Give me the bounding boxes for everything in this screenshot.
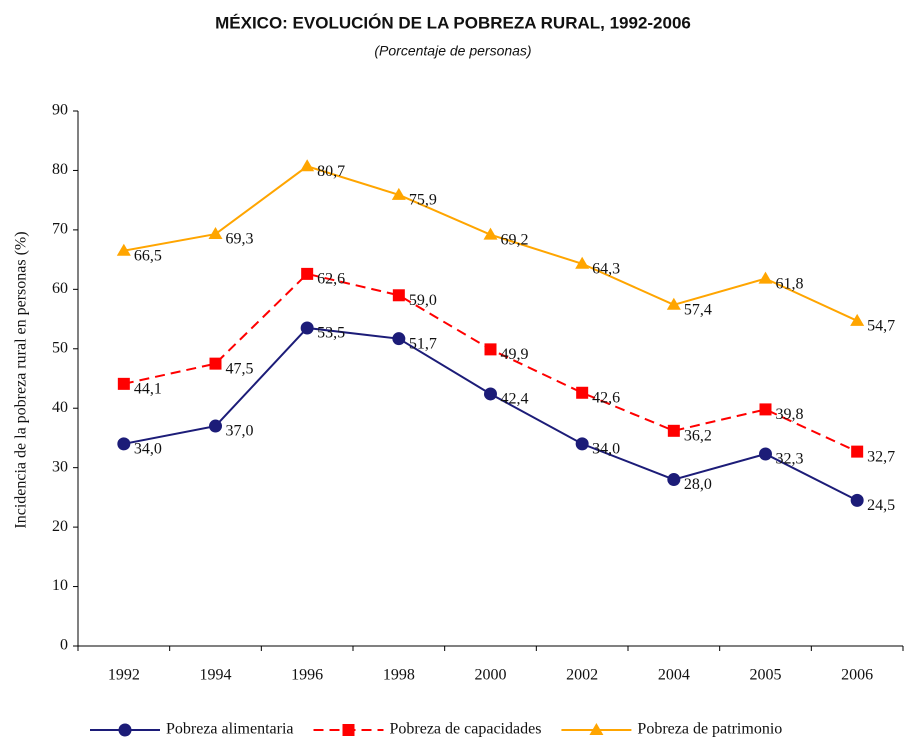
data-label: 32,3: [776, 451, 804, 468]
y-tick-label: 40: [52, 399, 68, 416]
data-point: [116, 243, 131, 256]
data-label: 66,5: [134, 247, 162, 264]
legend-label: Pobreza alimentaria: [166, 721, 294, 738]
x-tick-label: 2004: [658, 667, 690, 684]
data-point: [575, 437, 589, 451]
data-point: [575, 256, 590, 269]
data-label: 53,5: [317, 325, 345, 342]
data-point: [667, 473, 681, 487]
x-tick-label: 2006: [841, 667, 873, 684]
legend-label: Pobreza de patrimonio: [637, 721, 782, 738]
legend-marker: [342, 724, 355, 736]
data-label: 59,0: [409, 292, 437, 309]
y-tick-label: 80: [52, 161, 68, 178]
data-label: 39,8: [776, 406, 804, 423]
data-label: 24,5: [867, 497, 895, 514]
chart-title: MÉXICO: EVOLUCIÓN DE LA POBREZA RURAL, 1…: [215, 13, 691, 32]
y-tick-label: 70: [52, 221, 68, 238]
data-point: [208, 227, 223, 240]
x-tick-label: 2002: [566, 667, 598, 684]
data-point: [483, 227, 498, 240]
data-point: [759, 403, 772, 416]
data-label: 37,0: [226, 423, 254, 440]
data-point: [759, 447, 772, 461]
data-label: 62,6: [317, 271, 345, 288]
x-tick-label: 2005: [750, 667, 782, 684]
data-point: [851, 445, 864, 458]
y-axis-label: Incidencia de la pobreza rural en person…: [13, 231, 30, 528]
data-point: [117, 437, 131, 451]
data-label: 34,0: [592, 441, 620, 458]
data-point: [666, 297, 681, 310]
x-tick-label: 1998: [383, 667, 415, 684]
data-point: [484, 343, 497, 356]
chart-subtitle: (Porcentaje de personas): [374, 43, 531, 59]
data-label: 47,5: [226, 360, 254, 377]
data-point: [209, 357, 222, 370]
y-tick-label: 50: [52, 339, 68, 356]
y-tick-label: 20: [52, 518, 68, 535]
data-point: [758, 271, 773, 284]
data-label: 54,7: [867, 318, 895, 335]
y-tick-label: 90: [52, 102, 68, 119]
data-point: [850, 313, 865, 326]
data-label: 80,7: [317, 163, 345, 180]
data-point: [392, 289, 405, 302]
data-label: 44,1: [134, 381, 162, 398]
data-label: 28,0: [684, 476, 712, 493]
data-label: 75,9: [409, 191, 437, 208]
data-label: 61,8: [776, 275, 804, 292]
data-point: [392, 332, 406, 346]
data-label: 57,4: [684, 301, 712, 318]
y-tick-label: 10: [52, 577, 68, 594]
data-label: 51,7: [409, 335, 437, 352]
data-point: [484, 387, 497, 401]
data-point: [850, 493, 864, 507]
data-point: [391, 187, 406, 200]
y-tick-label: 60: [52, 280, 68, 297]
y-tick-label: 30: [52, 458, 68, 475]
x-tick-label: 2000: [475, 667, 507, 684]
data-point: [301, 267, 314, 280]
data-point: [300, 159, 315, 172]
data-label: 69,3: [226, 231, 254, 248]
data-label: 34,0: [134, 441, 162, 458]
y-tick-label: 0: [60, 637, 68, 654]
data-label: 36,2: [684, 427, 712, 444]
data-label: 69,2: [501, 231, 529, 248]
x-tick-label: 1996: [291, 667, 323, 684]
legend-marker: [118, 723, 132, 737]
x-tick-label: 1992: [108, 667, 140, 684]
data-point: [576, 386, 589, 399]
data-label: 42,4: [501, 391, 529, 408]
data-point: [117, 377, 130, 390]
legend-marker: [589, 723, 604, 735]
legend-label: Pobreza de capacidades: [390, 721, 542, 738]
data-point: [300, 321, 314, 335]
data-point: [667, 424, 680, 437]
data-label: 32,7: [867, 448, 895, 465]
x-tick-label: 1994: [200, 667, 232, 684]
data-label: 42,6: [592, 389, 620, 406]
data-label: 64,3: [592, 260, 620, 277]
data-label: 49,9: [501, 346, 529, 363]
data-point: [209, 419, 222, 433]
